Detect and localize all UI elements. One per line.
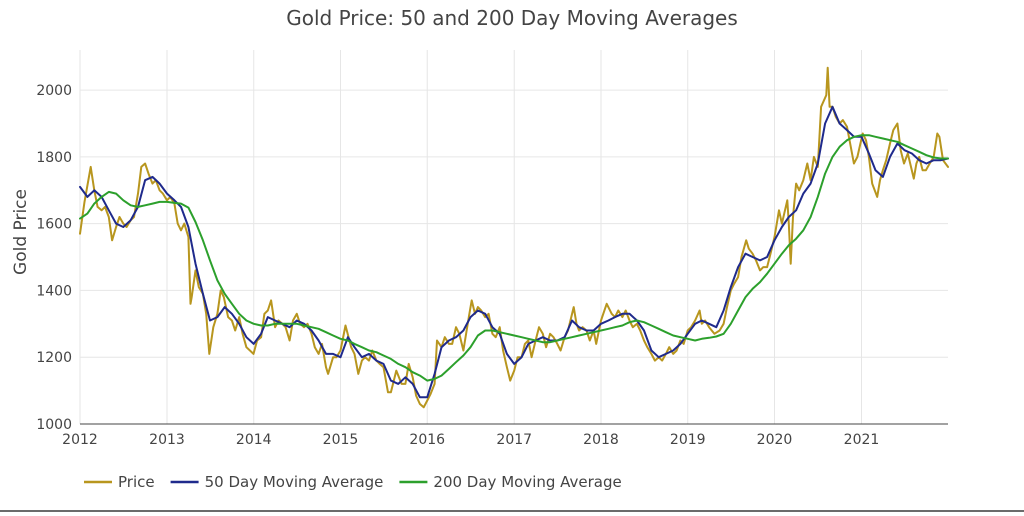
- x-tick-label: 2016: [409, 432, 445, 448]
- legend-item-price: Price: [84, 473, 155, 491]
- legend: Price 50 Day Moving Average 200 Day Moving…: [84, 473, 622, 491]
- chart-title: Gold Price: 50 and 200 Day Moving Averag…: [286, 6, 738, 30]
- y-tick-label: 1800: [36, 150, 72, 166]
- legend-item-ma50: 50 Day Moving Average: [170, 473, 384, 491]
- bottom-border: [0, 510, 1024, 512]
- grid-lines: [79, 50, 948, 425]
- y-axis-ticks: 1000 1200 1400 1600 1800 2000: [36, 83, 72, 433]
- x-tick-label: 2021: [844, 432, 880, 448]
- y-axis-label: Gold Price: [11, 189, 31, 275]
- y-tick-label: 1600: [36, 217, 72, 233]
- ma200-line: [79, 134, 949, 382]
- x-tick-label: 2014: [236, 432, 272, 448]
- legend-label: 200 Day Moving Average: [433, 473, 621, 491]
- x-tick-label: 2020: [757, 432, 793, 448]
- y-tick-label: 1000: [36, 417, 72, 433]
- y-tick-label: 1200: [36, 350, 72, 366]
- legend-label: Price: [118, 473, 155, 491]
- series-lines: [79, 66, 949, 409]
- x-axis-ticks: 2012 2013 2014 2015 2016 2017 2018 2019 2020 2021: [62, 432, 879, 448]
- y-tick-label: 1400: [36, 283, 72, 299]
- legend-item-ma200: 200 Day Moving Average: [399, 473, 622, 491]
- x-tick-label: 2017: [496, 432, 532, 448]
- ma50-line: [79, 105, 949, 399]
- y-tick-label: 2000: [36, 83, 72, 99]
- legend-label: 50 Day Moving Average: [205, 473, 384, 491]
- x-tick-label: 2019: [670, 432, 706, 448]
- x-tick-label: 2015: [323, 432, 359, 448]
- x-tick-label: 2013: [149, 432, 185, 448]
- x-tick-label: 2012: [62, 432, 98, 448]
- x-tick-label: 2018: [583, 432, 619, 448]
